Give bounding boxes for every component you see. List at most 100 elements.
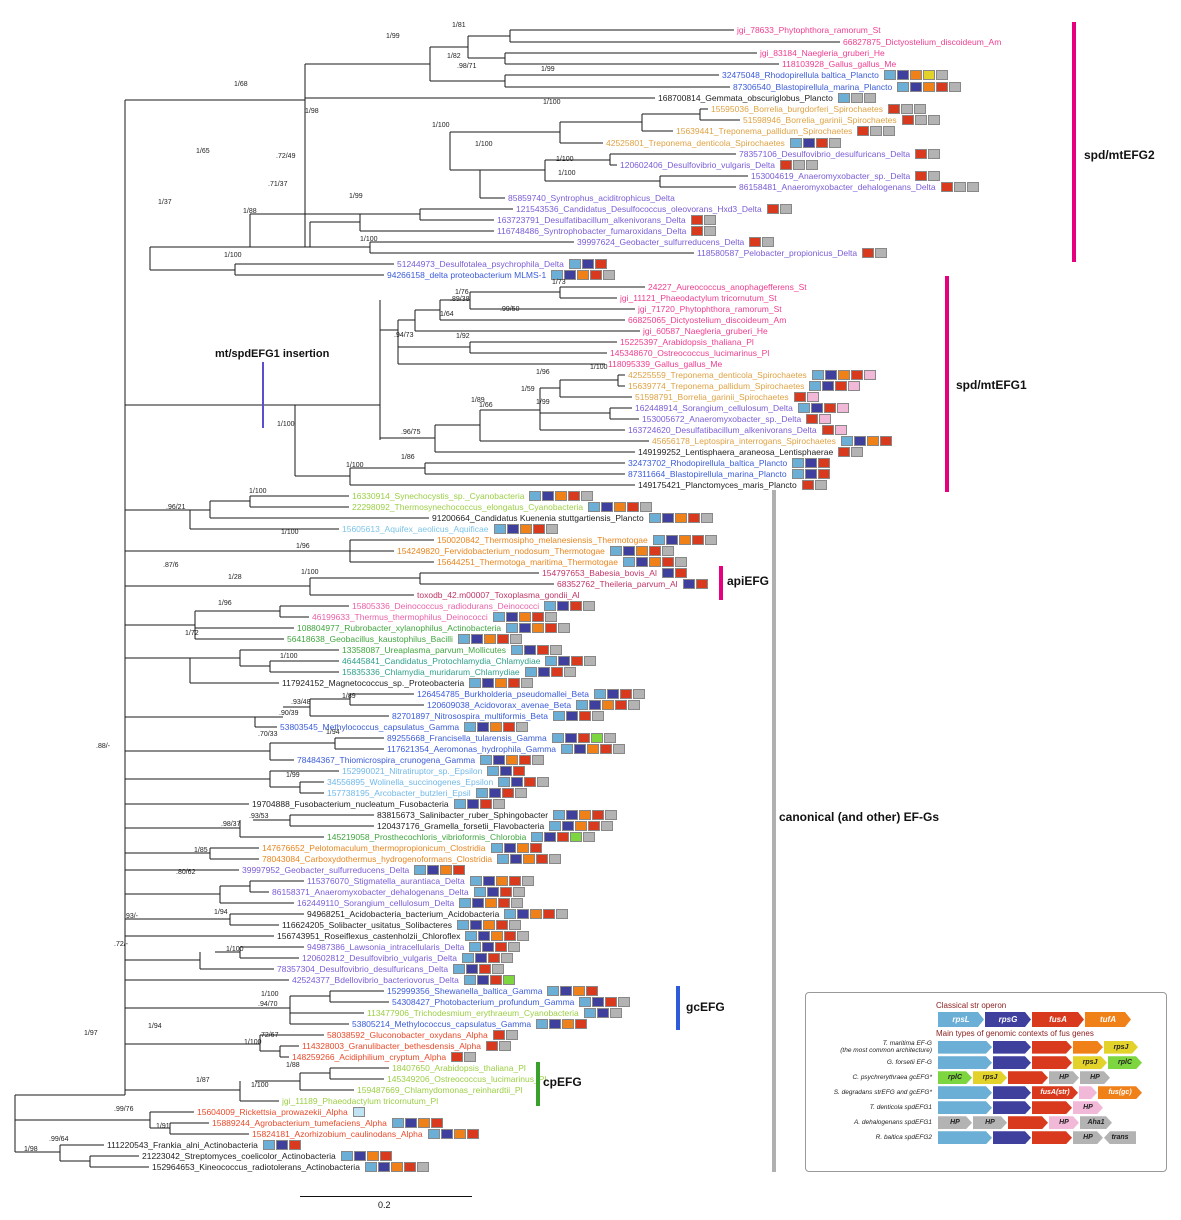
taxon-label: 46199633_Thermus_thermophilus_Deinococci bbox=[312, 612, 488, 622]
taxon-row: 91200664_Candidatus Kuenenia stuttgartie… bbox=[432, 513, 714, 523]
taxon-label: 120437176_Gramella_forsetii_Flavobacteri… bbox=[377, 821, 545, 831]
gene-context-box bbox=[635, 546, 648, 556]
taxon-label: 78484367_Thiomicrospira_crunogena_Gamma bbox=[297, 755, 476, 765]
gene-context-box bbox=[953, 182, 966, 192]
support-value: 1/98 bbox=[24, 1146, 38, 1153]
legend-gene-arrow bbox=[938, 1101, 992, 1114]
support-value: 1/82 bbox=[447, 53, 461, 60]
gene-context-box bbox=[821, 425, 834, 435]
gene-context-box bbox=[508, 942, 521, 952]
taxon-row: 94968251_Acidobacteria_bacterium_Acidoba… bbox=[307, 909, 569, 919]
taxon-row: 147676652_Pelotomaculum_thermopropionicu… bbox=[262, 843, 543, 853]
taxon-label: 162449110_Sorangium_cellulosum_Delta bbox=[297, 898, 455, 908]
legend-row-genes: HP HP HP Aha1 bbox=[938, 1116, 1112, 1129]
taxon-row: 15604009_Rickettsia_prowazekii_Alpha bbox=[197, 1107, 366, 1117]
support-value: 1/91 bbox=[156, 1123, 170, 1130]
taxon-row: 82701897_Nitrosospira_multiformis_Beta bbox=[392, 711, 605, 721]
support-value: 1/100 bbox=[543, 99, 561, 106]
taxon-label: 68352762_Theileria_parvum_Al bbox=[557, 579, 678, 589]
gene-context-box bbox=[379, 1151, 392, 1161]
gene-context-boxes bbox=[545, 656, 597, 666]
taxon-label: 145348670_Ostreococcus_lucimarinus_Pl bbox=[610, 348, 770, 358]
gene-context-box bbox=[514, 788, 527, 798]
gene-context-box bbox=[562, 821, 575, 831]
gene-context-box bbox=[557, 601, 570, 611]
legend-gene-arrow bbox=[993, 1041, 1031, 1054]
taxon-row: 113477906_Trichodesmium_erythraeum_Cyano… bbox=[367, 1008, 623, 1018]
gene-context-boxes bbox=[391, 1118, 444, 1128]
taxon-label: 51598791_Borrelia_garinii_Spirochaetes bbox=[635, 392, 789, 402]
taxon-label: 108804977_Rubrobacter_xylanophilus_Actin… bbox=[297, 623, 502, 633]
gene-context-box bbox=[511, 777, 524, 787]
taxon-row: 120602406_Desulfovibrio_vulgaris_Delta bbox=[620, 160, 819, 170]
clade-label: spd/mtEFG1 bbox=[956, 378, 1027, 392]
gene-context-box bbox=[678, 535, 691, 545]
taxon-row: 68352762_Theileria_parvum_Al bbox=[557, 579, 709, 589]
gene-context-box bbox=[493, 755, 506, 765]
gene-context-box bbox=[592, 810, 605, 820]
gene-context-box bbox=[469, 876, 482, 886]
taxon-label: 15605613_Aquifex_aeolicus_Aquificae bbox=[342, 524, 489, 534]
gene-context-box bbox=[465, 931, 478, 941]
taxon-row: 51244973_Desulfotalea_psychrophila_Delta bbox=[397, 259, 608, 269]
gene-context-boxes bbox=[840, 436, 893, 446]
gene-context-box bbox=[915, 149, 928, 159]
legend-gene-arrow: HP bbox=[1073, 1101, 1103, 1114]
taxon-label: 163723791_Desulfatibacillum_alkenivorans… bbox=[497, 215, 686, 225]
taxon-row: 15889244_Agrobacterium_tumefaciens_Alpha bbox=[212, 1118, 444, 1128]
taxon-label: 163724620_Desulfatibacillum_alkenivorans… bbox=[628, 425, 817, 435]
support-value: 1/89 bbox=[342, 693, 356, 700]
gene-context-boxes bbox=[414, 865, 466, 875]
taxon-row: 162449110_Sorangium_cellulosum_Delta bbox=[297, 898, 524, 908]
legend-row-genes: rplC rpsJ HP HP bbox=[938, 1071, 1110, 1084]
gene-context-box bbox=[537, 777, 550, 787]
gene-context-box bbox=[851, 447, 864, 457]
taxon-label: jgi_78633_Phytophthora_ramorum_St bbox=[737, 25, 881, 35]
taxon-row: 149175421_Planctomyces_maris_Plancto bbox=[638, 480, 828, 490]
support-value: 1/96 bbox=[296, 543, 310, 550]
legend-row-label: T. denticola spdEFG1 bbox=[869, 1104, 932, 1112]
gene-context-box bbox=[499, 887, 512, 897]
legend-gene-arrow: fus(gc) bbox=[1098, 1086, 1142, 1099]
gene-context-box bbox=[491, 931, 504, 941]
gene-context-box bbox=[493, 524, 506, 534]
gene-context-box bbox=[806, 414, 819, 424]
gene-context-box bbox=[482, 876, 495, 886]
gene-context-box bbox=[618, 997, 631, 1007]
gene-context-box bbox=[537, 667, 550, 677]
taxon-label: 13358087_Ureaplasma_parvum_Mollicutes bbox=[342, 645, 506, 655]
gene-context-box bbox=[565, 711, 578, 721]
gene-context-boxes bbox=[837, 93, 877, 103]
gene-context-box bbox=[640, 502, 653, 512]
gene-context-box bbox=[475, 953, 487, 963]
legend-context-row: T. denticola spdEFG1 HP bbox=[814, 1101, 1158, 1114]
gene-context-box bbox=[949, 82, 962, 92]
support-value: 1/100 bbox=[432, 122, 450, 129]
support-value: .90/39 bbox=[279, 710, 299, 717]
gene-context-box bbox=[857, 126, 870, 136]
taxon-label: 162448914_Sorangium_cellulosum_Delta bbox=[635, 403, 793, 413]
gene-context-box bbox=[928, 171, 941, 181]
taxon-label: 15824181_Azorhizobium_caulinodans_Alpha bbox=[252, 1129, 423, 1139]
legend-gene-arrow bbox=[938, 1056, 992, 1069]
gene-context-box bbox=[581, 259, 594, 269]
gene-context-box bbox=[789, 138, 802, 148]
support-value: .93/48 bbox=[291, 699, 311, 706]
gene-context-boxes bbox=[561, 744, 626, 754]
gene-context-box bbox=[901, 104, 914, 114]
clade-bar bbox=[536, 1062, 540, 1106]
gene-context-box bbox=[838, 447, 851, 457]
gene-context-box bbox=[695, 579, 708, 589]
gene-context-box bbox=[551, 270, 564, 280]
gene-context-boxes bbox=[506, 623, 571, 633]
taxon-row: 21223042_Streptomyces_coelicolor_Actinob… bbox=[142, 1151, 393, 1161]
gene-context-box bbox=[577, 270, 590, 280]
taxon-row: 152964653_Kineococcus_radiotolerans_Acti… bbox=[152, 1162, 430, 1172]
clade-bar bbox=[719, 566, 723, 600]
gene-context-box bbox=[834, 425, 847, 435]
gene-context-box bbox=[366, 1151, 379, 1161]
taxon-label: 32473702_Rhodopirellula_baltica_Plancto bbox=[628, 458, 788, 468]
support-value: 1/96 bbox=[536, 369, 550, 376]
gene-context-box bbox=[815, 138, 828, 148]
scale-bar-label: 0.2 bbox=[378, 1200, 391, 1210]
